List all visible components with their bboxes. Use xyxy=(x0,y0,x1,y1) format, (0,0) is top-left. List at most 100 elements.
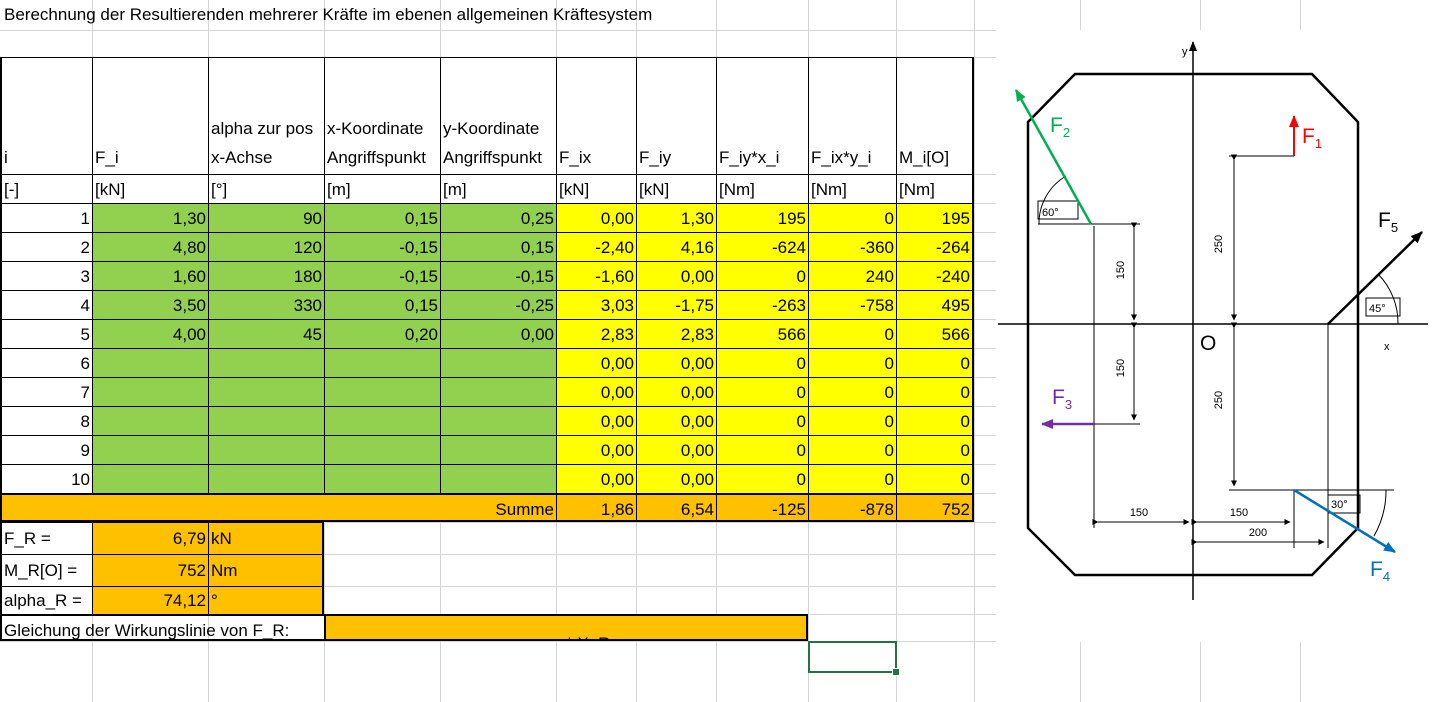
data-cell[interactable]: 0 xyxy=(716,406,808,435)
row-index[interactable]: 3 xyxy=(0,261,92,290)
data-cell[interactable]: -0,25 xyxy=(440,290,556,319)
data-cell[interactable] xyxy=(324,464,440,493)
data-cell[interactable] xyxy=(92,348,208,377)
data-cell[interactable]: 195 xyxy=(896,203,974,232)
data-cell[interactable] xyxy=(92,435,208,464)
row-index[interactable]: 5 xyxy=(0,319,92,348)
data-cell[interactable]: 0 xyxy=(808,435,896,464)
data-cell[interactable]: 2,83 xyxy=(556,319,636,348)
data-cell[interactable]: 0,00 xyxy=(440,319,556,348)
data-cell[interactable]: 0 xyxy=(808,319,896,348)
result-unit[interactable]: kN xyxy=(208,522,324,554)
data-cell[interactable]: 0 xyxy=(896,348,974,377)
data-cell[interactable]: 0 xyxy=(808,348,896,377)
selected-cell[interactable] xyxy=(808,641,900,676)
data-cell[interactable]: 3,03 xyxy=(556,290,636,319)
row-index[interactable]: 7 xyxy=(0,377,92,406)
result-label[interactable]: alpha_R = xyxy=(0,586,92,614)
data-cell[interactable] xyxy=(208,377,324,406)
data-cell[interactable]: 0 xyxy=(896,377,974,406)
data-cell[interactable]: -0,15 xyxy=(440,261,556,290)
data-cell[interactable]: -624 xyxy=(716,232,808,261)
row-index[interactable]: 4 xyxy=(0,290,92,319)
data-cell[interactable] xyxy=(324,406,440,435)
data-cell[interactable]: 0 xyxy=(808,203,896,232)
data-cell[interactable] xyxy=(208,406,324,435)
data-cell[interactable]: 0,00 xyxy=(556,464,636,493)
data-cell[interactable]: 4,16 xyxy=(636,232,716,261)
result-unit[interactable]: ° xyxy=(208,586,324,614)
data-cell[interactable] xyxy=(440,464,556,493)
data-cell[interactable]: 0,00 xyxy=(636,261,716,290)
data-cell[interactable]: -1,75 xyxy=(636,290,716,319)
fill-handle[interactable] xyxy=(892,668,900,676)
data-cell[interactable]: 0 xyxy=(896,464,974,493)
column-header[interactable]: F_ix xyxy=(556,57,636,174)
data-cell[interactable]: 0 xyxy=(896,435,974,464)
result-label[interactable]: M_R[O] = xyxy=(0,554,92,586)
unit-header[interactable]: [Nm] xyxy=(716,174,808,203)
result-value[interactable]: 752 xyxy=(92,554,208,586)
data-cell[interactable]: -264 xyxy=(896,232,974,261)
data-cell[interactable]: 0,00 xyxy=(636,377,716,406)
data-cell[interactable]: -263 xyxy=(716,290,808,319)
data-cell[interactable]: 0 xyxy=(896,406,974,435)
equation-box[interactable]: y_R = 3,51 * X_R + -0,40 m xyxy=(324,614,808,641)
data-cell[interactable]: -240 xyxy=(896,261,974,290)
data-cell[interactable]: 0,15 xyxy=(440,232,556,261)
data-cell[interactable]: -758 xyxy=(808,290,896,319)
data-cell[interactable]: 4,80 xyxy=(92,232,208,261)
data-cell[interactable]: 0,00 xyxy=(556,406,636,435)
data-cell[interactable]: 0 xyxy=(808,377,896,406)
column-header[interactable]: alpha zur pos x-Achse xyxy=(208,57,324,174)
unit-header[interactable]: [kN] xyxy=(92,174,208,203)
data-cell[interactable]: 240 xyxy=(808,261,896,290)
summe-value[interactable]: 752 xyxy=(896,493,974,522)
data-cell[interactable] xyxy=(440,406,556,435)
unit-header[interactable]: [m] xyxy=(324,174,440,203)
column-header[interactable]: F_iy*x_i xyxy=(716,57,808,174)
data-cell[interactable]: 0,25 xyxy=(440,203,556,232)
data-cell[interactable]: 120 xyxy=(208,232,324,261)
unit-header[interactable]: [kN] xyxy=(556,174,636,203)
data-cell[interactable]: 566 xyxy=(716,319,808,348)
data-cell[interactable]: 0 xyxy=(716,377,808,406)
data-cell[interactable] xyxy=(208,464,324,493)
column-header[interactable]: F_ix*y_i xyxy=(808,57,896,174)
data-cell[interactable] xyxy=(440,435,556,464)
column-header[interactable]: F_i xyxy=(92,57,208,174)
summe-value[interactable]: -878 xyxy=(808,493,896,522)
data-cell[interactable]: 4,00 xyxy=(92,319,208,348)
data-cell[interactable]: 495 xyxy=(896,290,974,319)
data-cell[interactable] xyxy=(324,435,440,464)
unit-header[interactable]: [Nm] xyxy=(896,174,974,203)
data-cell[interactable] xyxy=(208,348,324,377)
column-header[interactable]: y-Koordinate Angriffspunkt xyxy=(440,57,556,174)
unit-header[interactable]: [m] xyxy=(440,174,556,203)
data-cell[interactable]: 566 xyxy=(896,319,974,348)
data-cell[interactable] xyxy=(440,348,556,377)
row-index[interactable]: 6 xyxy=(0,348,92,377)
column-header[interactable]: i xyxy=(0,57,92,174)
data-cell[interactable]: 180 xyxy=(208,261,324,290)
row-index[interactable]: 8 xyxy=(0,406,92,435)
data-cell[interactable] xyxy=(324,348,440,377)
data-cell[interactable]: 0 xyxy=(716,464,808,493)
data-cell[interactable]: 3,50 xyxy=(92,290,208,319)
data-cell[interactable] xyxy=(92,464,208,493)
data-cell[interactable]: -1,60 xyxy=(556,261,636,290)
data-cell[interactable]: 0 xyxy=(716,435,808,464)
data-cell[interactable]: 0 xyxy=(716,261,808,290)
unit-header[interactable]: [Nm] xyxy=(808,174,896,203)
row-index[interactable]: 2 xyxy=(0,232,92,261)
data-cell[interactable]: 2,83 xyxy=(636,319,716,348)
data-cell[interactable]: 45 xyxy=(208,319,324,348)
data-cell[interactable]: 1,30 xyxy=(92,203,208,232)
data-cell[interactable]: 0,20 xyxy=(324,319,440,348)
data-cell[interactable]: -2,40 xyxy=(556,232,636,261)
data-cell[interactable]: 90 xyxy=(208,203,324,232)
data-cell[interactable]: 0,00 xyxy=(556,203,636,232)
data-cell[interactable]: 0,15 xyxy=(324,290,440,319)
unit-header[interactable]: [-] xyxy=(0,174,92,203)
result-label[interactable]: F_R = xyxy=(0,522,92,554)
